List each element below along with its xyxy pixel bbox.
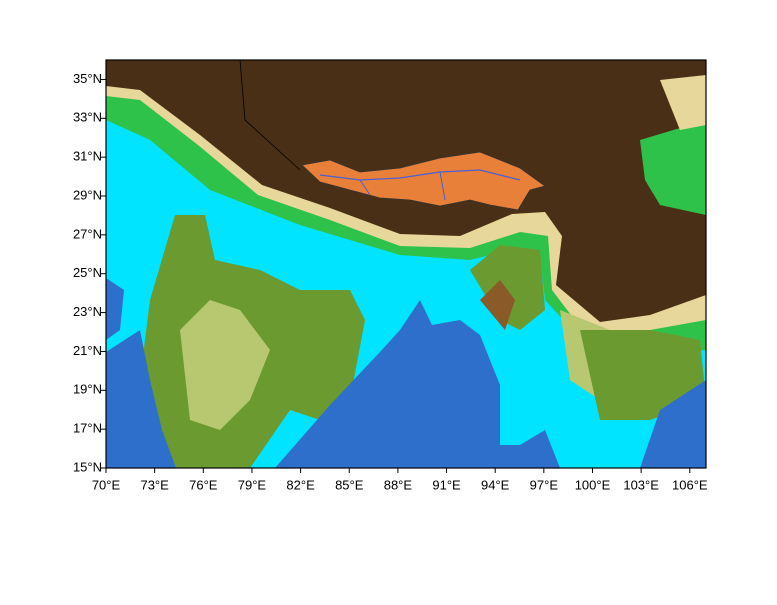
x-tick-label: 76°E: [189, 477, 218, 492]
y-tick-label: 19°N: [73, 382, 102, 397]
terrain-map: [106, 60, 706, 468]
y-tick-label: 31°N: [73, 149, 102, 164]
x-tick-label: 88°E: [384, 477, 413, 492]
y-tick-label: 17°N: [73, 421, 102, 436]
y-tick-label: 15°N: [73, 459, 102, 474]
x-tick-label: 100°E: [575, 477, 611, 492]
y-tick-label: 21°N: [73, 343, 102, 358]
x-tick-label: 79°E: [238, 477, 267, 492]
x-tick-label: 85°E: [335, 477, 364, 492]
x-tick-label: 73°E: [140, 477, 169, 492]
x-tick-label: 103°E: [623, 477, 659, 492]
x-tick-label: 82°E: [286, 477, 315, 492]
y-tick-label: 29°N: [73, 187, 102, 202]
x-tick-label: 97°E: [530, 477, 559, 492]
y-tick-label: 23°N: [73, 304, 102, 319]
y-tick-label: 25°N: [73, 265, 102, 280]
x-tick-label: 91°E: [432, 477, 461, 492]
axes: 70°E 73°E 76°E 79°E 82°E 85°E 88°E 91°E 94°E 97°E…: [73, 71, 708, 493]
x-tick-label: 94°E: [481, 477, 510, 492]
map-frame: [105, 59, 707, 469]
y-tick-label: 27°N: [73, 226, 102, 241]
y-tick-label: 35°N: [73, 71, 102, 86]
y-tick-label: 33°N: [73, 110, 102, 125]
x-tick-label: 106°E: [672, 477, 708, 492]
x-tick-label: 70°E: [92, 477, 121, 492]
